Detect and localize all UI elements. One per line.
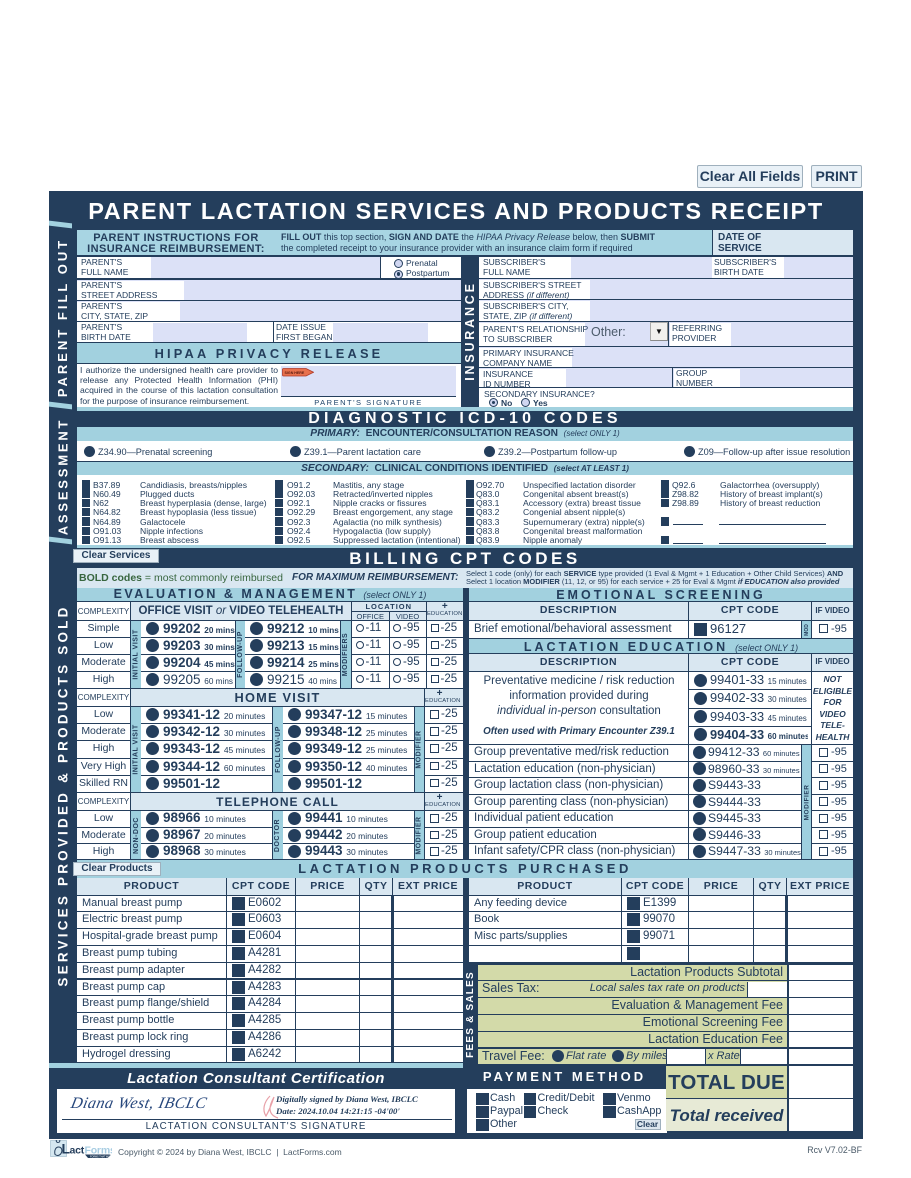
svg-text:L: L (62, 1141, 71, 1157)
svg-text:act: act (70, 1145, 85, 1157)
svg-text:SIGN HERE: SIGN HERE (285, 371, 305, 375)
svg-text:FORMS THAT WORK: FORMS THAT WORK (90, 1155, 112, 1158)
svg-text:Forms: Forms (85, 1145, 113, 1157)
